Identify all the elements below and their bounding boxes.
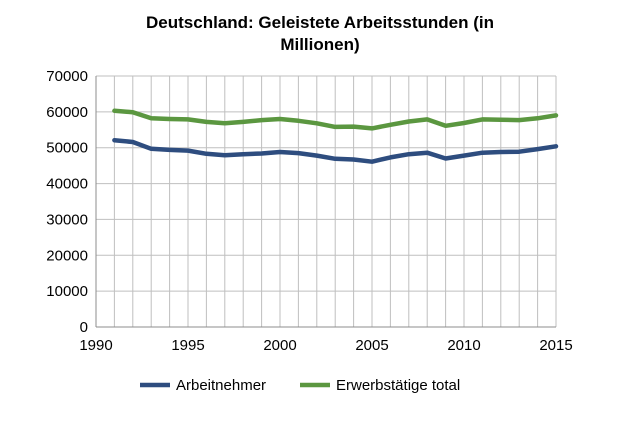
- series-line-erwerbstaetige: [112, 108, 559, 131]
- x-tick-label: 1990: [79, 337, 112, 354]
- x-tick-label: 1995: [171, 337, 204, 354]
- y-tick-label: 20000: [46, 247, 88, 264]
- series-lines: [112, 108, 559, 164]
- grid-lines: [95, 75, 557, 328]
- y-axis-tick-labels: 0 10000 20000 30000 40000 50000 60000 70000: [46, 68, 88, 336]
- x-axis-tick-labels: 1990 1995 2000 2005 2010 2015: [79, 337, 572, 354]
- y-tick-label: 0: [80, 319, 88, 336]
- y-tick-label: 10000: [46, 283, 88, 300]
- y-tick-label: 70000: [46, 68, 88, 85]
- x-tick-label: 2000: [263, 337, 296, 354]
- legend-label: Arbeitnehmer: [176, 377, 266, 394]
- chart-title-line-1: Deutschland: Geleistete Arbeitsstunden (…: [146, 13, 494, 32]
- x-tick-label: 2005: [355, 337, 388, 354]
- chart-title: Deutschland: Geleistete Arbeitsstunden (…: [0, 12, 640, 56]
- x-tick-label: 2010: [447, 337, 480, 354]
- chart-title-line-2: Millionen): [280, 35, 360, 54]
- y-tick-label: 40000: [46, 176, 88, 193]
- axes: [95, 76, 556, 328]
- legend-label: Erwerbstätige total: [336, 377, 460, 394]
- x-tick-label: 2015: [539, 337, 572, 354]
- y-tick-label: 50000: [46, 140, 88, 157]
- y-tick-label: 60000: [46, 104, 88, 121]
- y-tick-label: 30000: [46, 211, 88, 228]
- series-line-arbeitnehmer: [112, 137, 559, 164]
- legend: Arbeitnehmer Erwerbstätige total: [140, 377, 460, 394]
